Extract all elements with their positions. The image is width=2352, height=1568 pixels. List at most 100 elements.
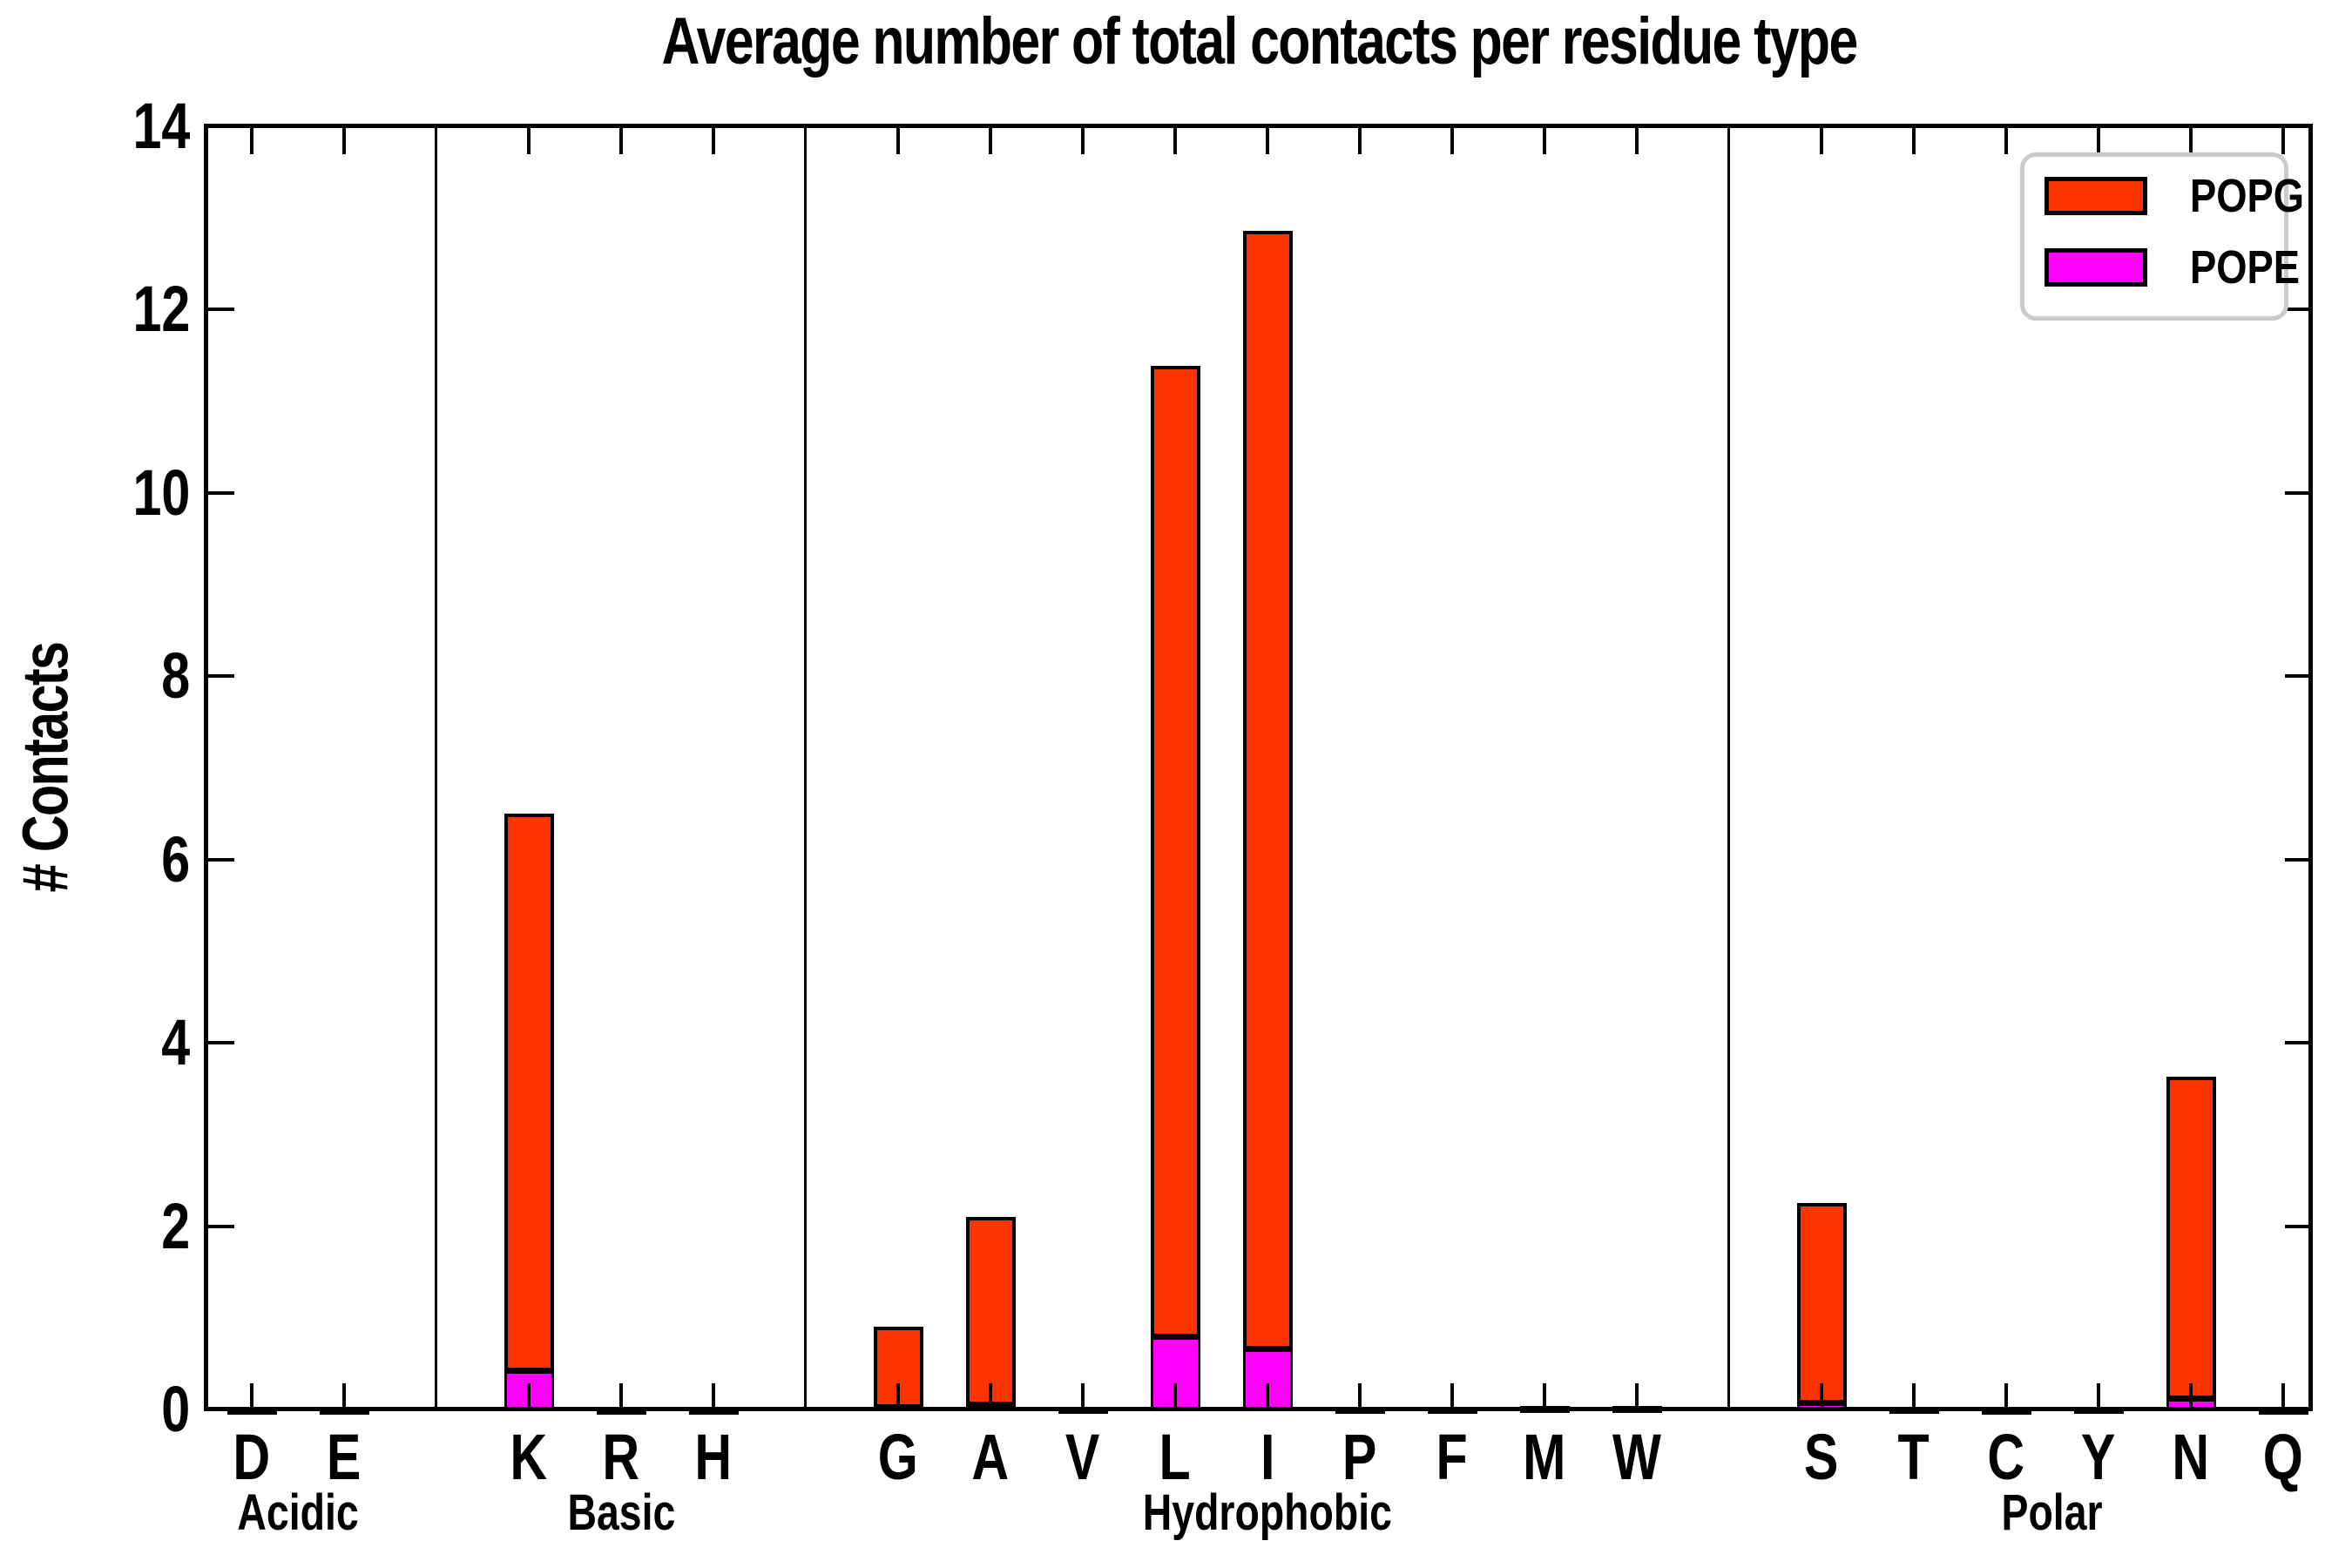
x-tick-label-text: G xyxy=(877,1421,919,1493)
y-right-tick-12 xyxy=(2285,308,2311,312)
x-tick-M xyxy=(1543,1383,1546,1409)
y-right-tick-14 xyxy=(2285,125,2311,128)
x-tick-label-text: V xyxy=(1065,1421,1100,1493)
bar-S-popg xyxy=(1796,1203,1847,1403)
x-tick-P xyxy=(1358,1383,1362,1409)
x-top-tick-P xyxy=(1358,128,1362,154)
x-tick-label-text: S xyxy=(1804,1421,1839,1493)
legend-swatch-pope xyxy=(2044,248,2147,287)
group-label-acidic: Acidic xyxy=(124,1486,472,1540)
x-top-tick-K xyxy=(527,128,531,154)
y-tick-label-0: 0 xyxy=(0,1376,190,1443)
group-separator xyxy=(1727,126,1730,1409)
x-tick-label-G: G xyxy=(852,1423,944,1491)
x-top-tick-Y xyxy=(2097,128,2100,154)
y-right-tick-0 xyxy=(2285,1408,2311,1411)
x-top-tick-Q xyxy=(2281,128,2285,154)
y-tick-0 xyxy=(208,1408,234,1411)
x-tick-label-text: A xyxy=(971,1421,1010,1493)
x-tick-label-W: W xyxy=(1591,1423,1683,1491)
bar-I-popg xyxy=(1242,230,1293,1349)
y-tick-8 xyxy=(208,674,234,679)
x-tick-label-Y: Y xyxy=(2052,1423,2145,1491)
x-tick-label-text: I xyxy=(1260,1421,1275,1493)
x-tick-label-text: R xyxy=(602,1421,640,1493)
x-top-tick-N xyxy=(2189,128,2193,154)
y-tick-12 xyxy=(208,308,234,312)
x-tick-label-text: E xyxy=(327,1421,362,1493)
x-tick-R xyxy=(619,1383,623,1409)
x-top-tick-W xyxy=(1635,128,1639,154)
y-tick-label-text: 2 xyxy=(161,1189,190,1262)
x-tick-label-R: R xyxy=(575,1423,667,1491)
y-tick-label-2: 2 xyxy=(0,1193,190,1260)
y-tick-label-14: 14 xyxy=(0,93,190,159)
x-tick-label-text: D xyxy=(233,1421,271,1493)
y-tick-label-text: 8 xyxy=(161,639,190,713)
x-tick-label-text: N xyxy=(2172,1421,2210,1493)
group-label-basic: Basic xyxy=(447,1486,795,1540)
x-top-tick-G xyxy=(896,128,900,154)
legend-label-pope: POPE xyxy=(2190,241,2321,294)
x-tick-H xyxy=(712,1383,715,1409)
x-top-tick-V xyxy=(1081,128,1085,154)
x-tick-Q xyxy=(2281,1383,2285,1409)
legend: POPG POPE xyxy=(2020,152,2304,321)
group-label-polar: Polar xyxy=(1878,1486,2227,1540)
x-tick-F xyxy=(1450,1383,1454,1409)
x-tick-label-text: H xyxy=(694,1421,733,1493)
y-tick-14 xyxy=(208,125,234,128)
y-tick-2 xyxy=(208,1224,234,1228)
bar-A-popg xyxy=(965,1217,1016,1405)
x-tick-K xyxy=(527,1383,531,1409)
x-tick-label-text: Q xyxy=(2262,1421,2304,1493)
y-tick-label-text: 0 xyxy=(161,1373,190,1445)
group-separator xyxy=(804,126,807,1409)
y-tick-label-6: 6 xyxy=(0,822,190,896)
y-tick-label-4: 4 xyxy=(0,1010,190,1076)
x-top-tick-R xyxy=(619,128,623,154)
chart-title: Average number of total contacts per res… xyxy=(661,4,1859,78)
y-right-tick-4 xyxy=(2285,1041,2311,1045)
x-tick-label-D: D xyxy=(206,1423,298,1491)
x-top-tick-I xyxy=(1266,128,1269,154)
x-tick-label-text: L xyxy=(1159,1421,1192,1493)
x-top-tick-M xyxy=(1543,128,1546,154)
y-right-tick-10 xyxy=(2285,490,2311,495)
y-tick-label-text: 14 xyxy=(132,90,190,162)
x-top-tick-C xyxy=(2004,128,2008,154)
x-tick-label-text: P xyxy=(1342,1421,1377,1493)
x-tick-label-text: Y xyxy=(2081,1421,2116,1493)
x-tick-V xyxy=(1081,1383,1085,1409)
bar-K-popg xyxy=(504,814,554,1371)
legend-swatch-popg xyxy=(2044,177,2147,215)
x-tick-I xyxy=(1266,1383,1269,1409)
y-tick-label-text: 6 xyxy=(161,822,190,896)
legend-label-text: POPE xyxy=(2190,241,2301,294)
y-tick-label-text: 12 xyxy=(132,273,190,346)
x-tick-label-text: K xyxy=(510,1421,548,1493)
x-top-tick-L xyxy=(1173,128,1177,154)
y-tick-label-8: 8 xyxy=(0,643,190,709)
x-tick-label-S: S xyxy=(1775,1423,1868,1491)
y-right-tick-8 xyxy=(2285,674,2311,679)
y-right-tick-2 xyxy=(2285,1224,2311,1228)
x-top-tick-F xyxy=(1450,128,1454,154)
x-tick-label-V: V xyxy=(1037,1423,1129,1491)
x-top-tick-A xyxy=(989,128,992,154)
x-tick-C xyxy=(2004,1383,2008,1409)
x-tick-N xyxy=(2189,1383,2193,1409)
y-right-tick-6 xyxy=(2285,857,2311,862)
y-tick-label-text: 10 xyxy=(132,456,190,529)
x-tick-label-text: F xyxy=(1436,1421,1469,1493)
x-top-tick-D xyxy=(250,128,253,154)
x-tick-label-H: H xyxy=(667,1423,760,1491)
bar-N-popg xyxy=(2166,1077,2216,1400)
x-tick-A xyxy=(989,1383,992,1409)
x-tick-label-L: L xyxy=(1129,1423,1221,1491)
x-tick-label-C: C xyxy=(1960,1423,2052,1491)
x-tick-label-text: M xyxy=(1523,1421,1566,1493)
x-top-tick-S xyxy=(1820,128,1823,154)
x-tick-L xyxy=(1173,1383,1177,1409)
group-label-text: Hydrophobic xyxy=(1142,1484,1393,1541)
